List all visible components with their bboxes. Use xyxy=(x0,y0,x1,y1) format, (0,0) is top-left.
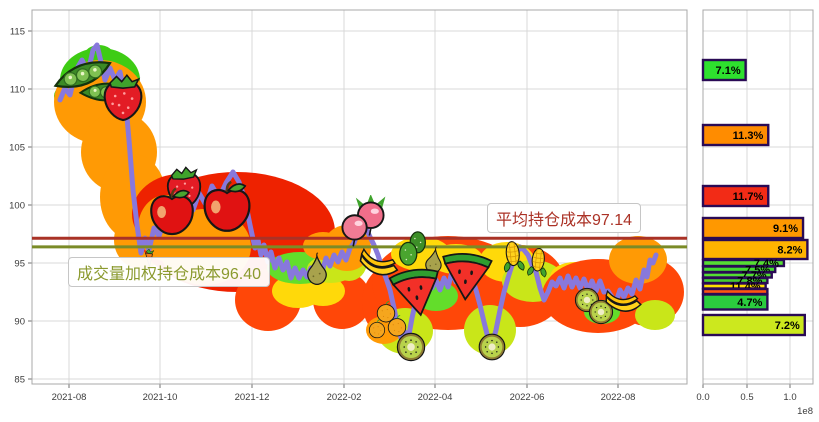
y-tick-label: 115 xyxy=(10,27,25,38)
y-tick-label: 85 xyxy=(14,375,25,386)
volume-bar xyxy=(701,287,769,296)
price-plot-frame xyxy=(31,9,688,385)
volume-bar-label: 11.7% xyxy=(733,191,764,203)
volume-bar-label: 9.1% xyxy=(773,223,798,235)
x-tick-label: 1.0 xyxy=(783,392,796,403)
kiwi-icon-shape xyxy=(396,332,426,362)
kiwi-icon xyxy=(478,333,506,361)
volume-bar xyxy=(701,123,770,147)
kiwi-icon-shape xyxy=(478,333,506,361)
x-tick-label: 2022-02 xyxy=(327,392,362,403)
volume-bar xyxy=(701,184,770,208)
x-tick-label: 0.0 xyxy=(696,392,709,403)
volume-blob xyxy=(609,236,667,284)
y-tick-label: 110 xyxy=(10,85,25,96)
volume-blob xyxy=(301,276,345,306)
x-tick-label: 2022-08 xyxy=(601,392,636,403)
x-tick-label: 2022-04 xyxy=(418,392,453,403)
volume-bar-label: 4.7% xyxy=(737,297,762,309)
volume-bar xyxy=(701,216,805,240)
volume-bar xyxy=(701,58,747,82)
volume-bar-label: 7.1% xyxy=(716,65,741,77)
y-tick-label: 95 xyxy=(14,259,25,270)
volume-bar-label: 11.3% xyxy=(733,130,764,142)
x-tick-label: 2021-12 xyxy=(235,392,270,403)
x-tick-label: 2021-10 xyxy=(143,392,178,403)
average-cost-label: 平均持仓成本97.14 xyxy=(487,203,642,233)
volume-blob xyxy=(635,300,675,330)
volume-bar xyxy=(701,313,806,337)
volume-bar-label: 7.2% xyxy=(775,320,800,332)
strawberry-icon-shape xyxy=(103,74,143,122)
kiwi-icon xyxy=(396,332,426,362)
vwap-cost-label: 成交量加权持仓成本96.40 xyxy=(68,257,271,287)
volume-bar-label: 8.2% xyxy=(777,245,802,257)
y-tick-label: 105 xyxy=(9,143,25,154)
x-tick-label: 0.5 xyxy=(740,392,753,403)
x-tick-label: 2021-08 xyxy=(52,392,87,403)
volume-bar xyxy=(701,293,769,311)
x-scale-offset-label: 1e8 xyxy=(797,406,813,417)
strawberry-icon xyxy=(103,74,143,122)
x-tick-label: 2022-06 xyxy=(510,392,545,403)
y-tick-label: 90 xyxy=(14,317,25,328)
y-tick-label: 100 xyxy=(9,201,25,212)
